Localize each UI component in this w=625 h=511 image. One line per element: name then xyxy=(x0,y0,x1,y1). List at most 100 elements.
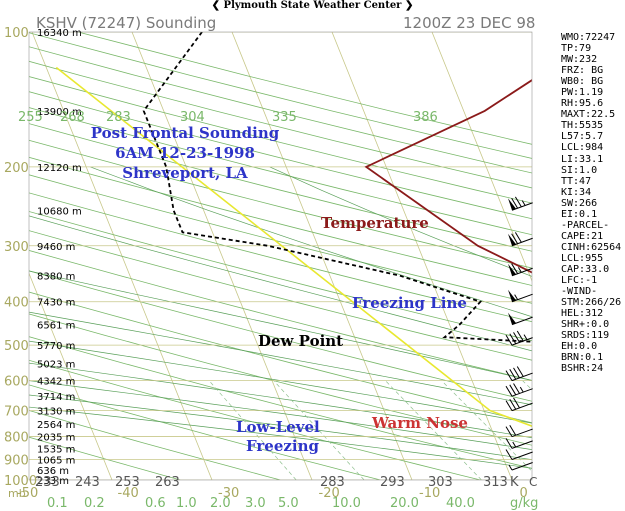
wind-barb xyxy=(508,462,533,471)
stat-line: L57:5.7 xyxy=(561,131,604,143)
bottom-kelvin-label: 293 xyxy=(380,475,405,490)
pressure-tick-label: 300 xyxy=(4,240,29,255)
stat-line: LCL:955 xyxy=(561,252,604,264)
height-label: 3130 m xyxy=(37,407,75,418)
header-title: Plymouth State Weather Center xyxy=(223,0,402,11)
mixing-ratio-label: 10.0 xyxy=(332,496,361,511)
stat-line: PW:1.19 xyxy=(561,87,604,99)
temperature-tick-label: -50 xyxy=(17,486,38,501)
dry-adiabat-line xyxy=(29,139,532,269)
dry-adiabat-line xyxy=(29,270,532,402)
wind-barb xyxy=(505,397,533,412)
height-label: 2035 m xyxy=(37,433,75,444)
dry-adiabat-line xyxy=(29,313,532,446)
mixing-ratio-line xyxy=(273,380,365,480)
stat-line: -WIND- xyxy=(561,286,598,298)
bottom-kelvin-label: K xyxy=(510,475,519,490)
temperature-tick-label: 0 xyxy=(520,486,528,501)
annotation-freezing: Freezing xyxy=(246,437,319,455)
height-label: 7430 m xyxy=(37,298,75,309)
mixing-ratio-label: 0.2 xyxy=(84,496,105,511)
temperature-line xyxy=(364,79,532,274)
height-label: 1535 m xyxy=(37,444,75,455)
stat-line: LFC:-1 xyxy=(561,275,598,287)
height-label: 233 m xyxy=(37,476,69,487)
pressure-tick-label: 600 xyxy=(4,375,29,390)
height-label: 8380 m xyxy=(37,272,75,283)
mixing-ratio-label: 1.0 xyxy=(176,496,197,511)
dry-adiabat-line xyxy=(29,291,532,424)
theta-label: 304 xyxy=(180,110,205,125)
stat-line: WMO:72247 xyxy=(561,32,616,43)
stat-line: MAXT:22.5 xyxy=(561,109,616,121)
temperature-tick-label: -40 xyxy=(118,486,139,501)
height-label: 1065 m xyxy=(37,456,75,467)
mixing-ratio-line xyxy=(522,380,532,391)
dry-adiabat-line xyxy=(29,156,532,286)
height-label: 5023 m xyxy=(37,360,75,371)
isotherm-line xyxy=(29,272,113,480)
height-label: 6561 m xyxy=(37,321,75,332)
height-label: 13900 m xyxy=(37,107,82,118)
isotherm-line xyxy=(231,32,413,480)
isotherm-line xyxy=(131,32,313,480)
pressure-tick-label: 900 xyxy=(4,454,29,469)
height-label: 4342 m xyxy=(37,377,75,388)
signal-left-icon: ❮ xyxy=(211,0,224,11)
plot-frame xyxy=(28,31,533,481)
dry-adiabat-line xyxy=(29,336,532,469)
temperature-tick-label: -10 xyxy=(419,486,440,501)
mixing-ratio-label: 20.0 xyxy=(390,496,419,511)
stat-line: SRDS:119 xyxy=(561,330,610,342)
isotherm-line xyxy=(431,32,532,282)
dry-adiabat-line xyxy=(29,174,532,304)
pressure-axis-label: mb xyxy=(8,487,26,500)
grid-layer xyxy=(29,32,532,480)
wind-barb xyxy=(508,196,533,211)
stat-line: WB0: BG xyxy=(561,76,604,88)
stat-line: SHR+:0.0 xyxy=(561,319,610,331)
stat-line: FRZ: BG xyxy=(561,65,604,77)
dry-adiabat-line xyxy=(29,250,532,381)
mixing-ratio-label: 5.0 xyxy=(278,496,299,511)
moist-adiabat-line xyxy=(90,166,532,318)
wind-barb xyxy=(505,366,533,382)
annotation-location: Shreveport, LA xyxy=(122,164,248,182)
wind-barb xyxy=(508,312,533,326)
dewpoint-line xyxy=(142,32,532,343)
station-title: KSHV (72247) Sounding xyxy=(36,14,217,32)
mixing-ratio-line xyxy=(208,380,297,480)
annotation-low-level: Low-Level xyxy=(236,418,320,436)
pressure-tick-label: 700 xyxy=(4,405,29,420)
signal-right-icon: ❯ xyxy=(404,0,414,11)
isotherm-line xyxy=(331,32,513,480)
bottom-kelvin-label: 243 xyxy=(75,475,100,490)
height-label: 5770 m xyxy=(37,341,75,352)
stats-panel: WMO:72247 TP:79 MW:232 FRZ: BG WB0: BG PW:1.1… xyxy=(561,32,625,374)
wind-barb xyxy=(508,232,533,247)
stat-line: LCL:984 xyxy=(561,142,604,154)
header-bar: ❮ Plymouth State Weather Center ❯ xyxy=(0,0,625,12)
wind-barb xyxy=(505,383,533,397)
annotation-freezing-line: Freezing Line xyxy=(352,294,467,312)
stat-line: CAP:33.0 xyxy=(561,263,610,275)
mixing-ratio-label: 0.1 xyxy=(47,496,68,511)
annotation-date: 6AM 12-23-1998 xyxy=(115,144,255,162)
pressure-tick-label: 200 xyxy=(4,161,29,176)
height-label: 636 m xyxy=(37,466,69,477)
temperature-tick-label: -20 xyxy=(319,486,340,501)
moist-adiabat-line xyxy=(29,406,532,469)
stat-line: TT:47 xyxy=(561,175,592,187)
bottom-kelvin-label: 253 xyxy=(115,475,140,490)
annotation-warm-nose: Warm Nose xyxy=(371,414,468,432)
wind-barb xyxy=(508,289,533,303)
theta-label: 255 xyxy=(18,110,43,125)
pressure-tick-label: 500 xyxy=(4,339,29,354)
stat-line: STM:266/26 xyxy=(561,297,622,309)
stat-line: TH:5535 xyxy=(561,120,604,132)
pressure-tick-label: 400 xyxy=(4,296,29,311)
pressure-tick-label: 100 xyxy=(4,26,29,41)
pressure-tick-label: 1000 xyxy=(4,474,37,489)
height-label: 12120 m xyxy=(37,163,82,174)
